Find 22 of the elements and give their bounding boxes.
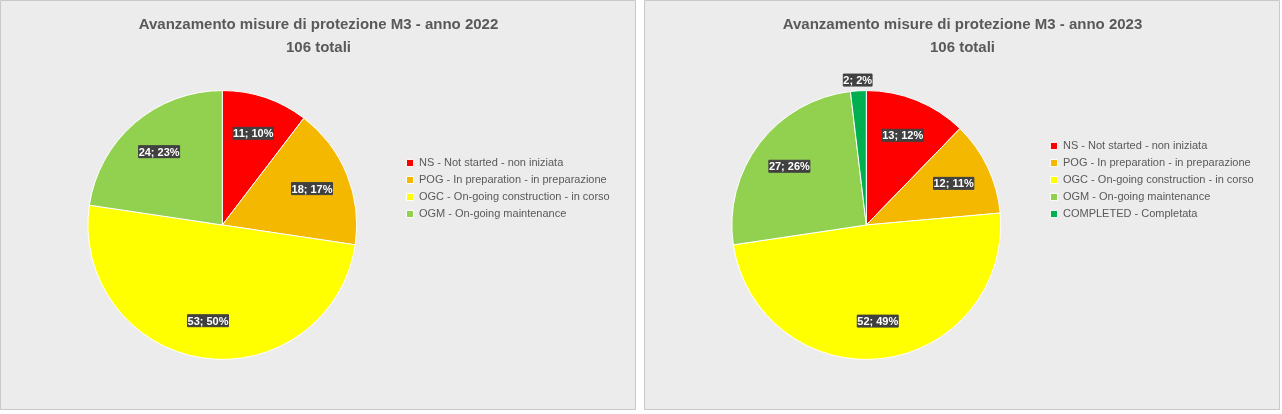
legend-label: OGM - On-going maintenance — [419, 206, 567, 220]
data-label: 27; 26% — [768, 160, 811, 173]
legend-label: COMPLETED - Completata — [1063, 206, 1198, 220]
data-label: 13; 12% — [882, 129, 924, 142]
legend-label: NS - Not started - non iniziata — [419, 155, 564, 169]
legend-label: OGM - On-going maintenance — [1063, 189, 1211, 203]
data-label: 12; 11% — [933, 177, 975, 190]
data-label: 53; 50% — [187, 314, 229, 327]
legend-label: POG - In preparation - in preparazione — [419, 172, 607, 186]
data-label: 18; 17% — [291, 182, 333, 195]
chart-subtitle: 106 totali — [929, 37, 996, 55]
chart-subtitle: 106 totali — [285, 37, 352, 55]
legend-label: POG - In preparation - in preparazione — [1063, 155, 1251, 169]
legend-label: OGC - On-going construction - in corso — [1063, 172, 1254, 186]
data-label: 11; 10% — [233, 127, 274, 140]
data-label: 24; 23% — [138, 145, 180, 158]
legend-label: OGC - On-going construction - in corso — [419, 189, 610, 203]
data-label: 52; 49% — [857, 315, 899, 328]
chart-title: Avanzamento misure di protezione M3 - anno 2022 — [138, 14, 499, 32]
legend-label: NS - Not started - non iniziata — [1063, 138, 1208, 152]
chart-title: Avanzamento misure di protezione M3 - anno 2023 — [782, 14, 1143, 32]
data-label: 2; 2% — [843, 74, 873, 87]
